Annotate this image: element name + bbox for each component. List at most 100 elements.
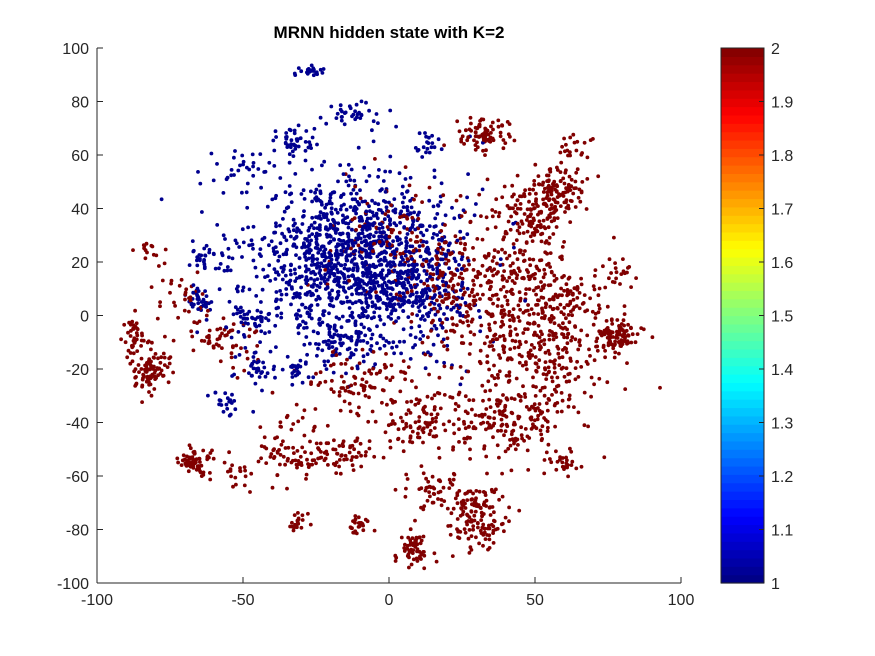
scatter-point-series-2	[569, 338, 573, 343]
scatter-point-series-2	[472, 301, 477, 306]
scatter-point-series-2	[626, 333, 630, 338]
scatter-point-series-1	[401, 205, 406, 210]
scatter-point-series-1	[317, 342, 321, 347]
scatter-point-series-2	[169, 278, 174, 283]
scatter-point-series-2	[465, 498, 470, 502]
scatter-point-series-1	[382, 343, 387, 348]
scatter-point-series-2	[432, 426, 437, 430]
scatter-point-series-2	[306, 462, 310, 466]
scatter-point-series-2	[562, 240, 566, 244]
scatter-point-series-2	[486, 253, 491, 258]
scatter-point-series-1	[270, 197, 275, 202]
scatter-point-series-1	[206, 393, 210, 398]
scatter-point-series-1	[304, 325, 309, 330]
scatter-point-series-1	[358, 339, 363, 343]
colorbar-band	[721, 491, 764, 501]
scatter-point-series-2	[371, 249, 375, 254]
scatter-point-series-2	[483, 153, 487, 158]
scatter-point-series-2	[531, 288, 536, 293]
scatter-point-series-2	[470, 290, 474, 294]
scatter-point-series-2	[318, 370, 323, 375]
scatter-point-series-2	[384, 352, 388, 356]
scatter-point-series-2	[604, 319, 609, 323]
scatter-point-series-2	[500, 319, 504, 324]
scatter-point-series-2	[316, 456, 320, 461]
scatter-point-series-2	[444, 329, 448, 334]
scatter-point-series-2	[564, 186, 568, 191]
scatter-point-series-2	[485, 268, 490, 273]
scatter-point-series-2	[560, 355, 565, 360]
scatter-point-series-2	[345, 385, 350, 390]
scatter-point-series-2	[501, 393, 505, 397]
scatter-point-series-2	[425, 394, 430, 399]
scatter-point-series-1	[225, 396, 230, 401]
scatter-point-series-2	[499, 324, 503, 329]
scatter-point-series-1	[360, 218, 365, 223]
scatter-point-series-2	[146, 376, 150, 381]
scatter-point-series-1	[273, 375, 277, 380]
scatter-point-series-2	[508, 264, 513, 268]
scatter-point-series-2	[615, 336, 620, 340]
scatter-point-series-1	[406, 272, 410, 277]
scatter-point-series-2	[524, 241, 529, 245]
scatter-point-series-2	[595, 348, 600, 353]
scatter-point-series-2	[356, 413, 361, 418]
scatter-point-series-1	[425, 245, 430, 250]
scatter-point-series-2	[264, 461, 269, 465]
scatter-point-series-2	[372, 385, 377, 390]
scatter-point-series-1	[466, 172, 470, 177]
scatter-point-series-2	[523, 427, 528, 431]
scatter-point-series-1	[311, 73, 316, 78]
scatter-point-series-2	[498, 412, 502, 416]
scatter-point-series-2	[512, 192, 516, 197]
scatter-point-series-2	[546, 179, 551, 184]
scatter-point-series-1	[235, 307, 240, 312]
scatter-point-series-1	[289, 200, 294, 205]
scatter-point-series-2	[509, 214, 513, 219]
scatter-point-series-2	[487, 322, 491, 327]
scatter-point-series-2	[568, 220, 573, 225]
scatter-point-series-2	[363, 393, 368, 398]
scatter-point-series-1	[318, 67, 323, 72]
scatter-point-series-1	[367, 204, 371, 209]
scatter-point-series-2	[532, 182, 537, 187]
scatter-point-series-1	[351, 268, 355, 273]
scatter-point-series-1	[314, 342, 318, 346]
scatter-point-series-2	[588, 296, 592, 301]
scatter-point-series-1	[269, 239, 274, 244]
scatter-point-series-2	[517, 231, 522, 236]
scatter-point-series-2	[499, 428, 503, 433]
scatter-point-series-2	[574, 148, 579, 153]
scatter-point-series-2	[421, 534, 426, 539]
scatter-point-series-2	[428, 485, 433, 490]
scatter-point-series-2	[449, 328, 453, 333]
scatter-point-series-2	[568, 446, 572, 451]
scatter-point-series-2	[569, 449, 574, 454]
scatter-point-series-2	[460, 376, 464, 380]
scatter-point-series-2	[572, 286, 577, 291]
scatter-point-series-1	[278, 241, 283, 246]
scatter-point-series-1	[415, 148, 420, 153]
scatter-point-series-1	[259, 329, 264, 334]
scatter-point-series-1	[432, 168, 437, 173]
scatter-point-series-2	[469, 548, 474, 552]
scatter-point-series-2	[449, 365, 454, 370]
scatter-point-series-2	[295, 520, 300, 525]
scatter-point-series-2	[614, 270, 619, 275]
scatter-point-series-2	[518, 307, 522, 312]
scatter-point-series-2	[438, 489, 443, 494]
scatter-point-series-2	[293, 458, 298, 463]
scatter-point-series-2	[460, 334, 464, 339]
scatter-point-series-2	[483, 389, 488, 394]
scatter-point-series-2	[548, 207, 552, 212]
scatter-point-series-1	[323, 339, 328, 344]
scatter-point-series-2	[286, 456, 290, 461]
scatter-point-series-2	[473, 498, 478, 503]
scatter-point-series-1	[431, 204, 436, 209]
scatter-point-series-2	[367, 446, 372, 451]
scatter-point-series-2	[451, 295, 456, 299]
scatter-point-series-2	[408, 434, 413, 439]
scatter-point-series-1	[250, 152, 255, 157]
scatter-point-series-2	[459, 271, 464, 276]
